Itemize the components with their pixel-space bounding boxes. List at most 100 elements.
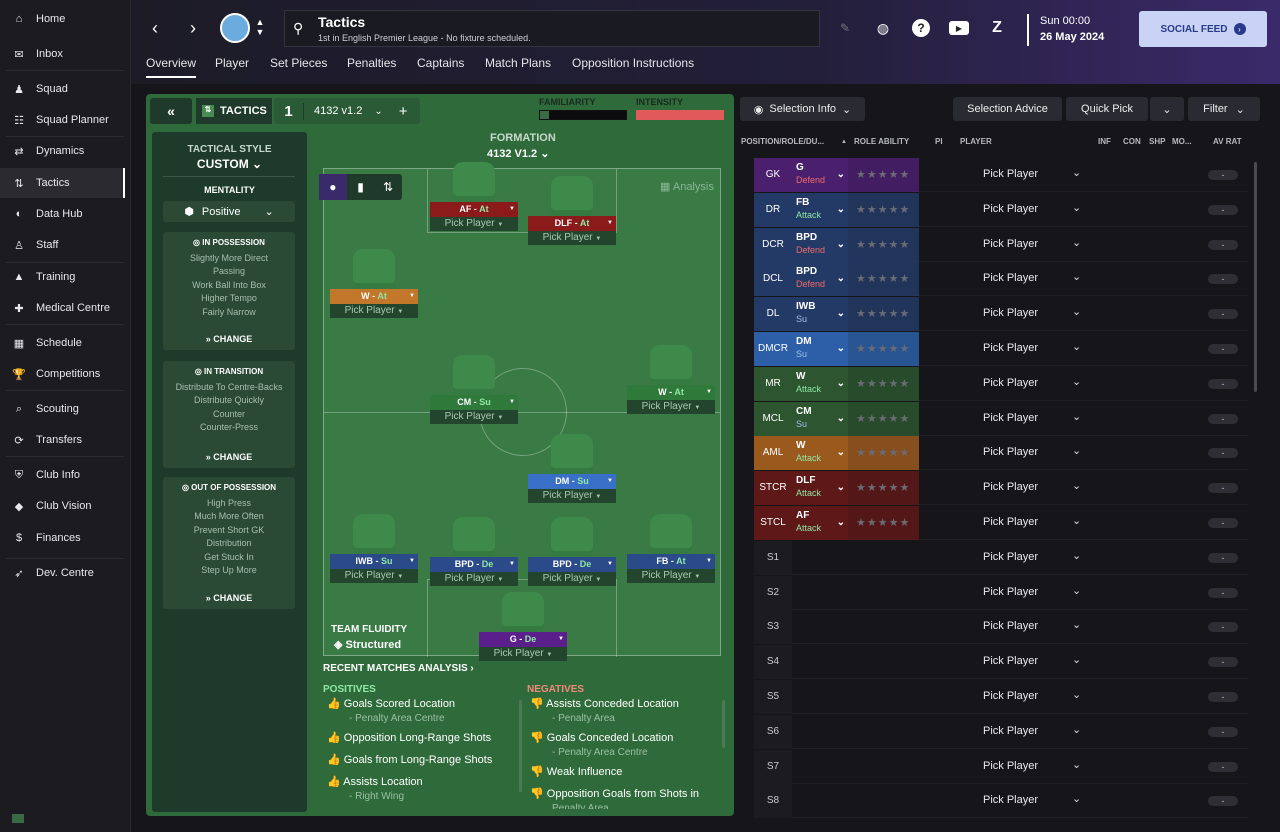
role-label[interactable]: W - At ▼ [627,385,715,400]
table-row[interactable]: STCR DLF Attack ⌄ ★★★★★ Pick Player ⌄ - [754,471,1248,506]
role-cell[interactable]: AF Attack ⌄ [792,506,848,540]
pick-player-select[interactable]: Pick Player ▼ [528,572,616,586]
chevron-down-icon[interactable]: ⌄ [1072,549,1082,562]
sidebar-item-home[interactable]: ⌂ Home [0,4,125,34]
pick-player-text[interactable]: Pick Player [983,202,1039,215]
sidebar-item-dev-centre[interactable]: ➶ Dev. Centre [0,558,125,588]
table-row[interactable]: S7 Pick Player ⌄ - [754,749,1248,784]
pick-player-text[interactable]: Pick Player [983,272,1039,285]
pitch-player-af[interactable]: AF - At ▼ Pick Player ▼ [430,162,518,231]
table-row[interactable]: GK G Defend ⌄ ★★★★★ Pick Player ⌄ - [754,158,1248,192]
formation-select[interactable]: 4132 V1.2 ⌄ [487,148,550,160]
tab-player[interactable]: Player [215,56,250,70]
search-title-box[interactable]: ⚲ Tactics 1st in English Premier League … [284,10,820,47]
pitch-player-bpd[interactable]: BPD - De ▼ Pick Player ▼ [430,517,518,586]
chevron-down-icon[interactable]: ⌄ [1072,375,1082,388]
table-row[interactable]: AML W Attack ⌄ ★★★★★ Pick Player ⌄ - [754,436,1248,471]
chevron-down-icon[interactable]: ⌄ [1072,654,1082,667]
tab-match-plans[interactable]: Match Plans [485,56,552,70]
role-cell[interactable]: BPD Defend ⌄ [792,227,848,262]
table-row[interactable]: MR W Attack ⌄ ★★★★★ Pick Player ⌄ - [754,366,1248,401]
pick-player-text[interactable]: Pick Player [983,759,1039,772]
tactical-style-value[interactable]: CUSTOM ⌄ [152,157,307,171]
table-row[interactable]: S1 Pick Player ⌄ - [754,540,1248,575]
quick-pick-chevron-icon[interactable]: ⌄ [1150,97,1184,121]
quick-pick-button[interactable]: Quick Pick [1066,97,1148,121]
scrollbar[interactable] [519,700,522,792]
column-header[interactable]: MO... [1172,137,1192,146]
sidebar-item-competitions[interactable]: 🏆 Competitions [0,359,125,389]
stats-view-icon[interactable]: ▮ [357,180,364,194]
role-cell[interactable]: DLF Attack ⌄ [792,471,848,506]
sidebar-item-club-info[interactable]: ⛨ Club Info [0,460,125,490]
chevron-down-icon[interactable]: ⌄ [1072,515,1082,527]
pick-player-text[interactable]: Pick Player [983,690,1039,702]
table-row[interactable]: MCL CM Su ⌄ ★★★★★ Pick Player ⌄ - [754,401,1248,436]
role-label[interactable]: BPD - De ▼ [528,557,616,572]
chevron-down-icon[interactable]: ⌄ [1072,758,1082,771]
scrollbar[interactable] [1254,162,1257,392]
pitch-player-dlf[interactable]: DLF - At ▼ Pick Player ▼ [528,176,616,245]
pick-player-text[interactable]: Pick Player [983,446,1039,459]
pick-player-text[interactable]: Pick Player [983,724,1039,737]
sidebar-item-club-vision[interactable]: ◆ Club Vision [0,491,125,521]
chevron-down-icon[interactable]: ⌄ [1072,689,1082,701]
pick-player-text[interactable]: Pick Player [983,342,1039,354]
pitch-player-g[interactable]: G - De ▼ Pick Player ▼ [479,592,567,661]
club-switch-icon[interactable]: ▲ ▼ [255,17,265,37]
pick-player-select[interactable]: Pick Player ▼ [430,572,518,586]
role-label[interactable]: BPD - De ▼ [430,557,518,572]
selection-advice-button[interactable]: Selection Advice [953,97,1062,121]
player-view-icon[interactable]: ● [319,174,347,200]
column-header[interactable]: CON [1123,137,1141,146]
change-button[interactable]: » CHANGE [205,593,253,603]
pick-player-text[interactable]: Pick Player [983,550,1039,563]
pitch-player-bpd[interactable]: BPD - De ▼ Pick Player ▼ [528,517,616,586]
recent-matches-link[interactable]: RECENT MATCHES ANALYSIS › [323,663,474,674]
selection-info-button[interactable]: ◉ Selection Info ⌄ [740,97,865,121]
chevron-down-icon[interactable]: ⌄ [1072,271,1082,284]
column-header[interactable]: ROLE ABILITY [854,137,910,146]
chevron-down-icon[interactable]: ⌄ [1072,793,1082,806]
sidebar-item-inbox[interactable]: ✉ Inbox [0,39,125,69]
mentality-select[interactable]: ⬢ Positive ⌄ [163,201,295,222]
change-button[interactable]: » CHANGE [205,452,253,462]
tab-opposition-instructions[interactable]: Opposition Instructions [572,56,695,70]
chevron-down-icon[interactable]: ⌄ [1072,410,1082,423]
role-cell[interactable]: IWB Su ⌄ [792,297,848,332]
pick-player-text[interactable]: Pick Player [983,376,1039,389]
pitch-player-w[interactable]: W - At ▼ Pick Player ▼ [330,249,418,318]
pitch-player-cm[interactable]: CM - Su ▼ Pick Player ▼ [430,355,518,424]
role-cell[interactable]: FB Attack ⌄ [792,192,848,227]
add-tactic-icon[interactable]: + [398,102,408,120]
sidebar-item-dynamics[interactable]: ⇄ Dynamics [0,136,125,166]
sidebar-item-tactics[interactable]: ⇅ Tactics [0,168,125,198]
chevron-down-icon[interactable]: ⌄ [1072,236,1082,249]
chevron-down-icon[interactable]: ⌄ [1072,167,1082,179]
tab-set-pieces[interactable]: Set Pieces [270,56,328,70]
tactic-selector[interactable]: 1 4132 v1.2 ⌄ + [274,98,420,124]
pick-player-text[interactable]: Pick Player [983,168,1039,180]
role-label[interactable]: FB - At ▼ [627,554,715,569]
filter-button[interactable]: Filter ⌄ [1188,97,1260,121]
sidebar-item-squad-planner[interactable]: ☷ Squad Planner [0,105,125,135]
chevron-down-icon[interactable]: ⌄ [1072,619,1082,632]
role-cell[interactable]: DM Su ⌄ [792,332,848,366]
role-cell[interactable]: G Defend ⌄ [792,158,848,192]
pick-player-select[interactable]: Pick Player ▼ [330,304,418,318]
pick-player-select[interactable]: Pick Player ▼ [627,400,715,414]
pick-player-text[interactable]: Pick Player [983,516,1039,528]
tab-penalties[interactable]: Penalties [347,56,397,70]
pitch-player-w[interactable]: W - At ▼ Pick Player ▼ [627,345,715,414]
pick-player-select[interactable]: Pick Player ▼ [430,410,518,424]
sidebar-item-staff[interactable]: ♙ Staff [0,230,125,260]
role-label[interactable]: AF - At ▼ [430,202,518,217]
pick-player-text[interactable]: Pick Player [983,620,1039,633]
pick-player-select[interactable]: Pick Player ▼ [528,231,616,245]
role-label[interactable]: IWB - Su ▼ [330,554,418,569]
role-label[interactable]: W - At ▼ [330,289,418,304]
column-header[interactable]: PLAYER [960,137,992,146]
sidebar-item-medical-centre[interactable]: ✚ Medical Centre [0,293,125,323]
pick-player-text[interactable]: Pick Player [983,237,1039,250]
pencil-icon[interactable]: ✎ [839,21,851,35]
